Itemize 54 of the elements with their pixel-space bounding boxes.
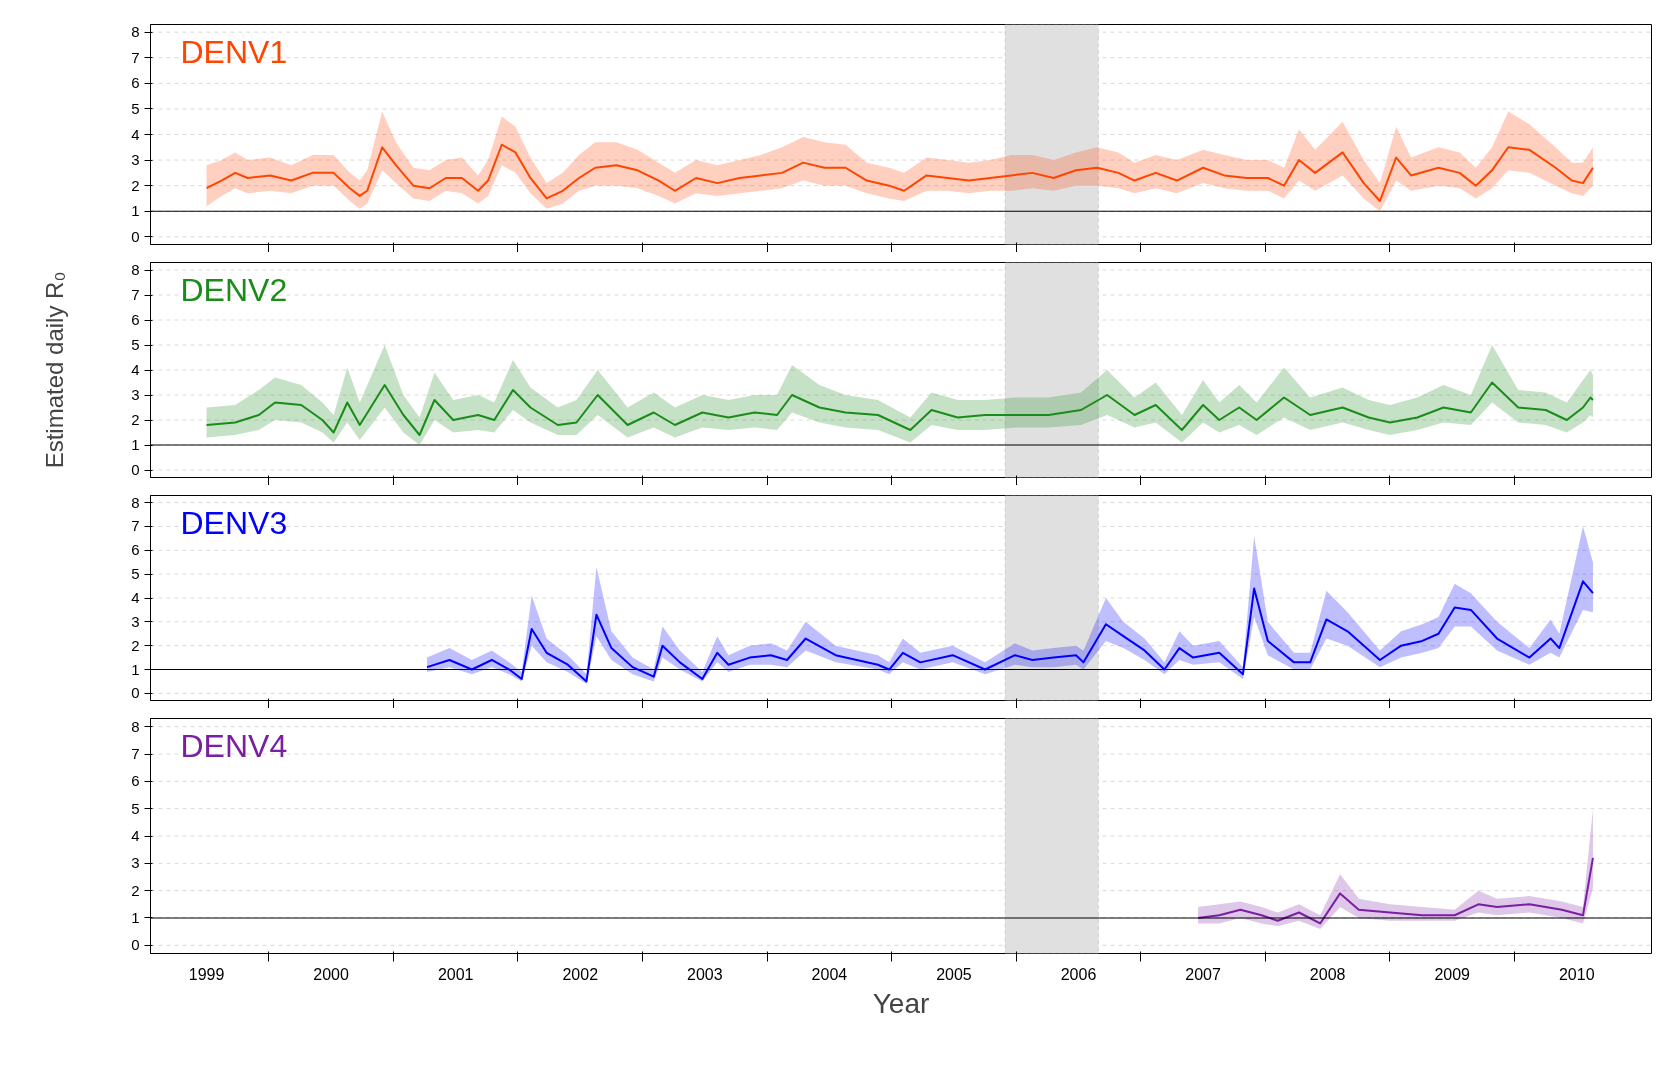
- y-axis-title: Estimated daily R₀: [41, 271, 69, 469]
- y-tick-label: 8: [131, 493, 140, 511]
- y-tick-label: 4: [131, 125, 140, 143]
- y-tick-label: 2: [131, 881, 140, 899]
- x-tick-label: 2005: [936, 965, 972, 983]
- y-tick-label: 3: [131, 612, 140, 630]
- y-tick-label: 5: [131, 336, 140, 353]
- y-tick-label: 3: [131, 151, 140, 169]
- x-tick-label: 2003: [687, 965, 723, 983]
- x-tick-label: 2002: [562, 965, 599, 983]
- y-tick-label: 4: [131, 361, 140, 378]
- y-tick-label: 7: [131, 517, 140, 535]
- y-tick-label: 5: [131, 799, 140, 817]
- y-tick-label: 2: [131, 636, 140, 654]
- y-tick-label: 8: [131, 261, 140, 278]
- text: DENV2: [180, 271, 288, 308]
- y-tick-label: 3: [131, 386, 140, 403]
- x-tick-label: 2006: [1060, 965, 1097, 983]
- text: DENV4: [180, 727, 288, 764]
- y-tick-label: 5: [131, 99, 140, 117]
- y-tick-label: 8: [131, 23, 140, 41]
- x-tick-label: 2010: [1558, 965, 1595, 983]
- y-tick-label: 8: [131, 717, 140, 735]
- y-tick-label: 3: [131, 854, 140, 872]
- x-tick-label: 2007: [1185, 965, 1221, 983]
- x-tick-label: 2004: [811, 965, 848, 983]
- x-tick-label: 2008: [1309, 965, 1346, 983]
- y-tick-label: 6: [131, 772, 140, 790]
- y-tick-label: 1: [131, 202, 140, 220]
- x-tick-label: 2001: [437, 965, 474, 983]
- y-tick-label: 0: [131, 227, 140, 245]
- text: DENV1: [180, 33, 288, 70]
- y-tick-label: 5: [131, 565, 140, 583]
- text: DENV3: [180, 504, 288, 541]
- x-tick-label: 2000: [313, 965, 350, 983]
- y-tick-label: 6: [131, 74, 140, 92]
- y-tick-label: 1: [131, 908, 140, 926]
- y-tick-label: 2: [131, 176, 140, 194]
- y-tick-label: 0: [131, 461, 140, 478]
- y-tick-label: 6: [131, 311, 140, 328]
- y-tick-label: 4: [131, 827, 140, 844]
- y-tick-label: 6: [131, 541, 140, 559]
- y-tick-label: 0: [131, 936, 140, 954]
- x-axis-title: Year: [872, 987, 930, 1019]
- y-tick-label: 7: [131, 286, 140, 303]
- y-tick-label: 1: [131, 660, 140, 678]
- x-tick-label: 2009: [1434, 965, 1471, 983]
- x-tick-label: 1999: [188, 965, 225, 983]
- y-tick-label: 2: [131, 411, 140, 428]
- y-tick-label: 7: [131, 48, 140, 66]
- y-tick-label: 7: [131, 745, 140, 763]
- y-tick-label: 4: [131, 589, 140, 606]
- y-tick-label: 1: [131, 436, 140, 453]
- y-tick-label: 0: [131, 684, 140, 702]
